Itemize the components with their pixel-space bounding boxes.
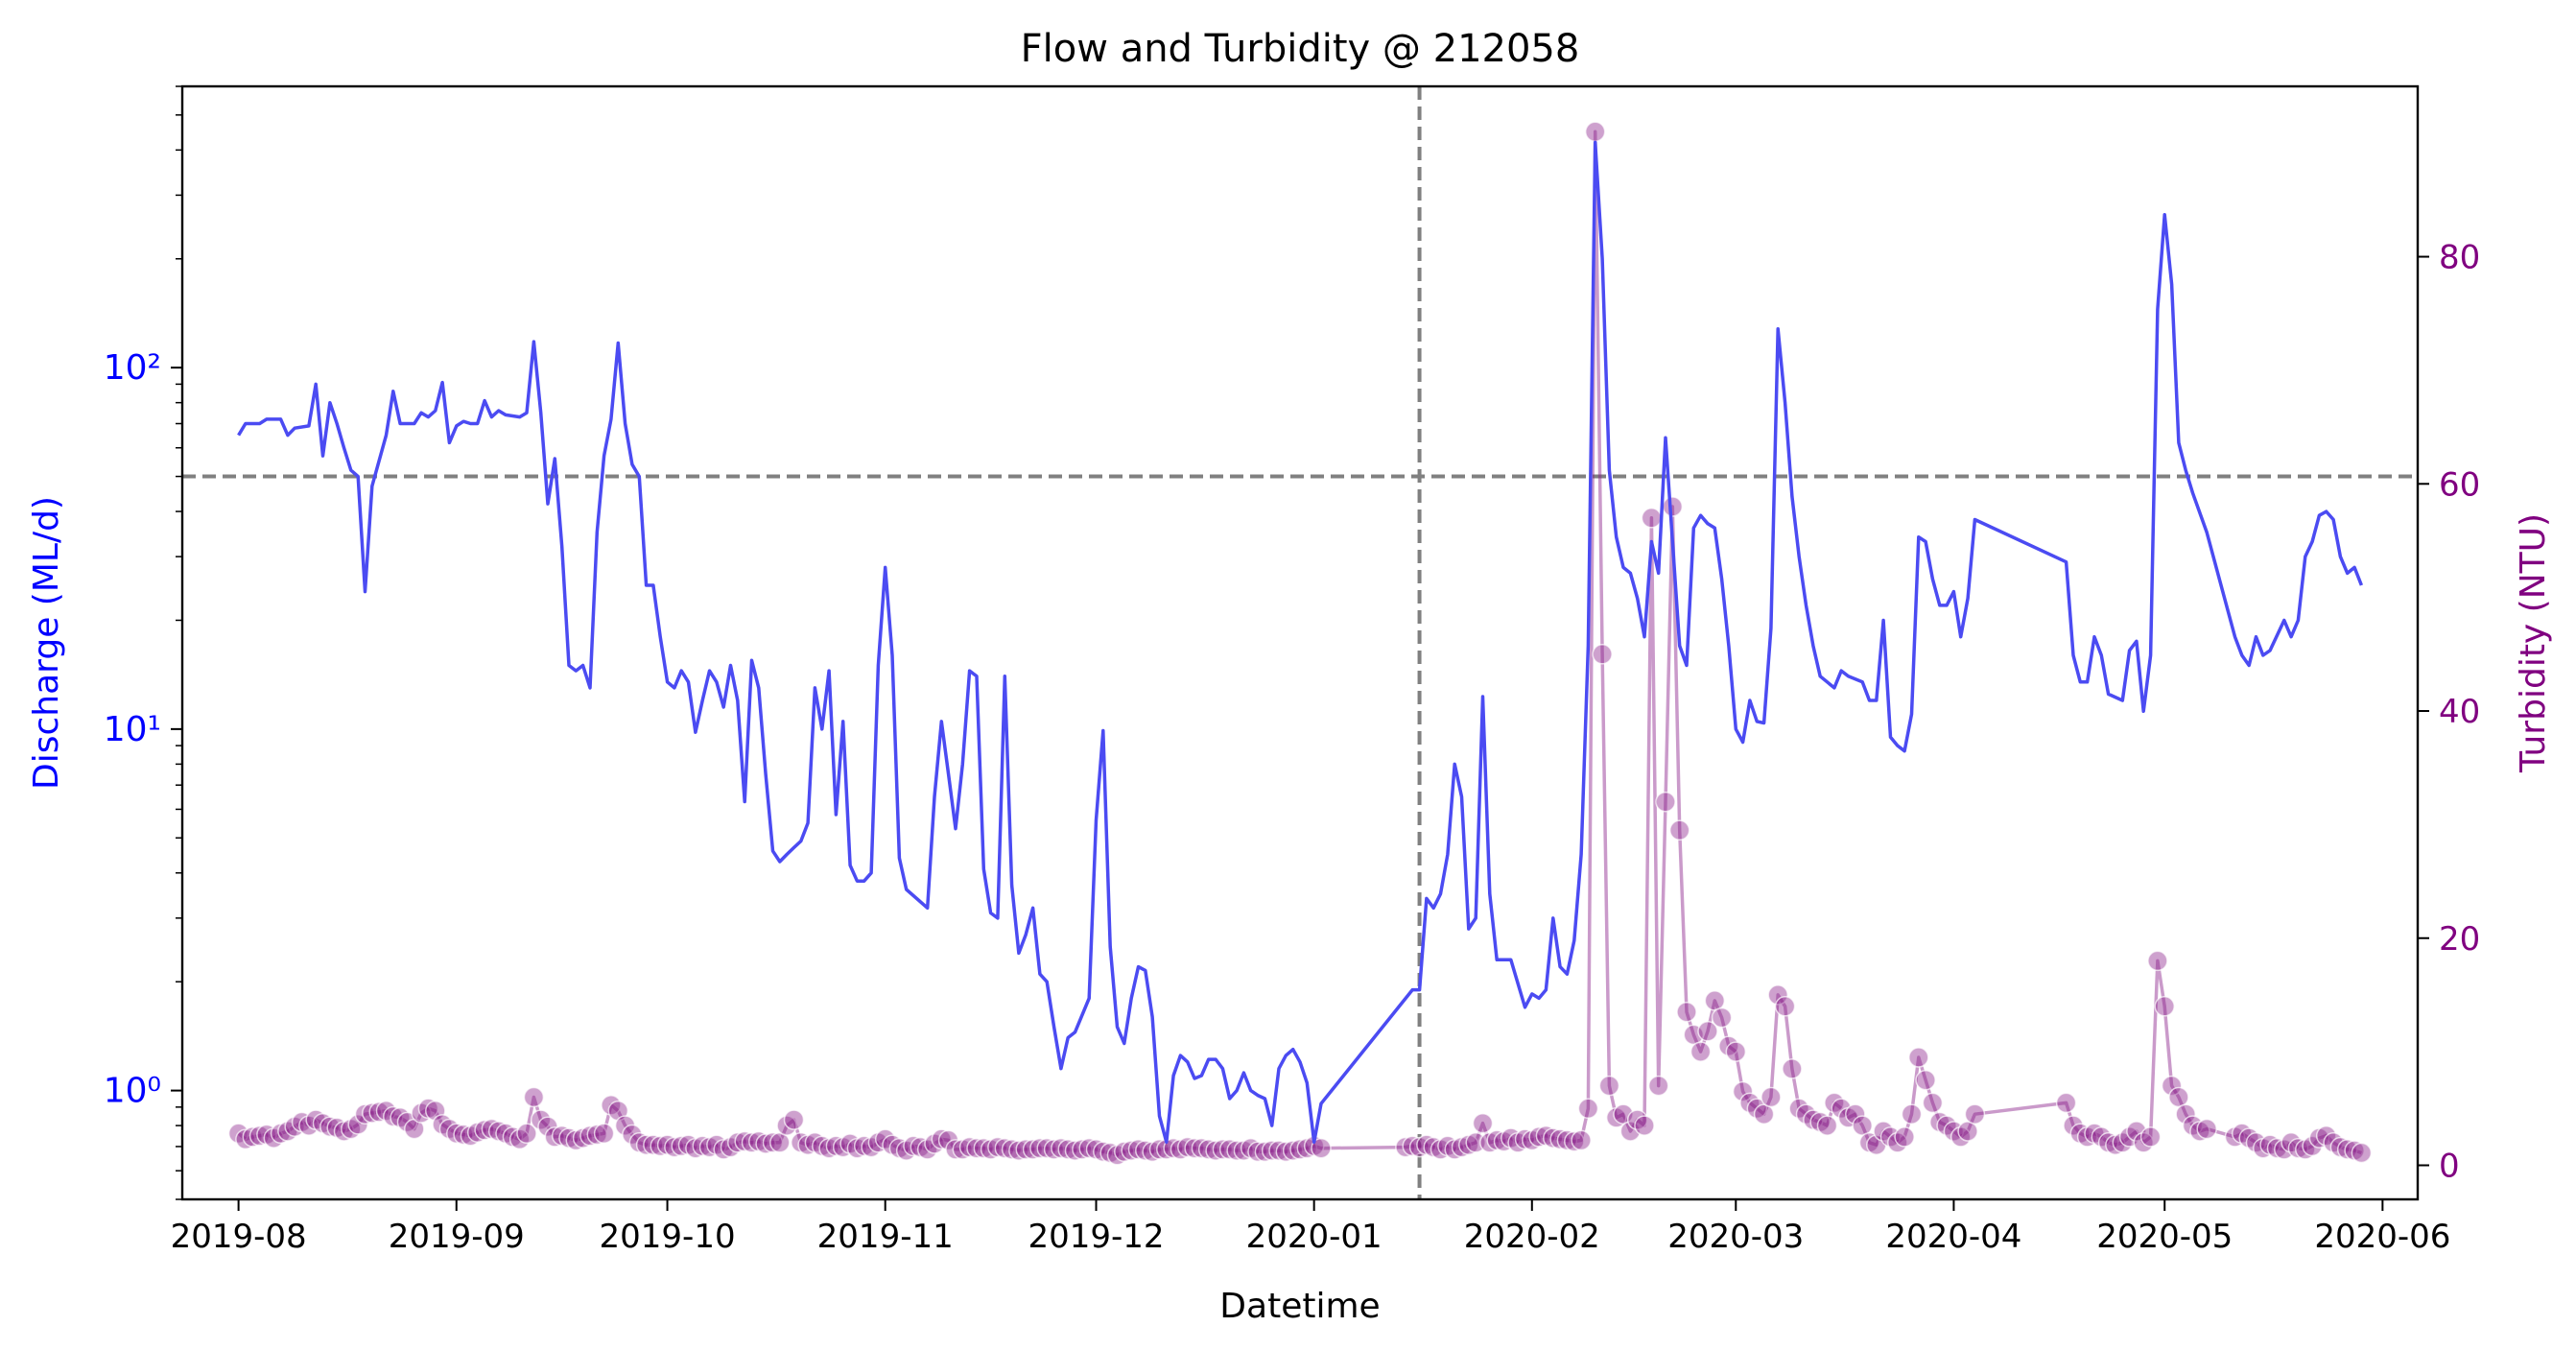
axes-layer: 2019-08 2019-09 2019-10 2019-11 2019-12 2020-… [104,85,2480,1256]
turbidity-point [523,1086,545,1108]
plot-frame [180,84,2420,1201]
turbidity-point [1072,1139,1093,1160]
x-tick-label: 2019-11 [817,1218,954,1256]
turbidity-point [1908,1047,1929,1068]
turbidity-point [1774,996,1796,1017]
turbidity-point [593,1123,615,1145]
turbidity-point [1732,1080,1754,1102]
y-right-tick-label: 60 [2439,465,2480,504]
turbidity-point [1915,1069,1936,1091]
turbidity-point [1655,791,1676,813]
x-tick-label: 2019-12 [1028,1218,1164,1256]
turbidity-point [1697,1021,1718,1042]
turbidity-point [1894,1126,1915,1148]
reference-lines [182,86,2418,1199]
turbidity-point [931,1128,953,1150]
turbidity-point [2055,1092,2077,1114]
discharge-series-line [237,140,2364,1145]
turbidity-point [1668,819,1690,841]
x-tick-label: 2020-04 [1885,1218,2021,1256]
turbidity-point [1057,1139,1078,1160]
y-left-tick-label: 10¹ [104,710,161,749]
turbidity-point [2161,1075,2183,1097]
x-axis-label: Datetime [1219,1287,1380,1326]
y-axis-right-label: Turbidity (NTU) [2514,513,2553,773]
turbidity-point [2302,1135,2323,1157]
y-right-tick-label: 40 [2439,693,2480,731]
turbidity-point [1311,1137,1332,1159]
x-tick-label: 2019-10 [600,1218,736,1256]
x-tick-label: 2020-02 [1464,1218,1600,1256]
turbidity-point [2154,996,2175,1017]
turbidity-point [1676,1001,1697,1023]
x-tick-label: 2019-09 [389,1218,525,1256]
turbidity-point [1767,984,1788,1006]
turbidity-point [586,1124,608,1146]
turbidity-point [1782,1058,1803,1079]
y-right-tick-label: 0 [2439,1147,2460,1185]
turbidity-point [1690,1041,1712,1062]
turbidity-point [1662,496,1684,517]
turbidity-point [727,1132,748,1153]
turbidity-markers [227,121,2373,1166]
turbidity-point [622,1124,643,1146]
x-tick-label: 2020-06 [2314,1218,2450,1256]
turbidity-point [1634,1115,1655,1136]
turbidity-point [1043,1139,1065,1160]
turbidity-point [1725,1041,1747,1062]
turbidity-point [1268,1140,1289,1161]
turbidity-point [1641,508,1663,529]
turbidity-point [734,1130,755,1152]
turbidity-point [1845,1103,1866,1125]
x-tick-label: 2020-01 [1246,1218,1383,1256]
turbidity-series-line [237,130,2362,1157]
turbidity-point [2196,1118,2217,1140]
turbidity-point [2063,1115,2084,1136]
turbidity-point [1901,1103,1923,1125]
y-right-tick-label: 20 [2439,920,2480,959]
series-layer [227,121,2373,1166]
turbidity-point [1036,1137,1057,1159]
turbidity-point [1761,1086,1782,1108]
turbidity-point [1592,644,1613,665]
turbidity-point [1197,1139,1219,1160]
turbidity-point [516,1123,537,1145]
x-tick-label: 2020-05 [2096,1218,2233,1256]
turbidity-point [1957,1121,1978,1142]
turbidity-point [1647,1075,1669,1097]
turbidity-point [1121,1140,1142,1161]
y-right-tick-label: 80 [2439,239,2480,277]
turbidity-point [2351,1142,2373,1164]
turbidity-point [1922,1092,1944,1114]
turbidity-point [2175,1103,2196,1125]
turbidity-point [1465,1132,1486,1153]
y-axis-left-label: Discharge (ML/d) [27,496,66,790]
y-left-tick-label: 10⁰ [104,1072,161,1111]
turbidity-point [1472,1112,1494,1134]
turbidity-point [347,1114,368,1135]
turbidity-point [1571,1129,1592,1151]
x-tick-label: 2019-08 [171,1218,307,1256]
turbidity-point [762,1132,784,1153]
turbidity-point [1577,1098,1599,1120]
turbidity-point [1598,1075,1620,1097]
turbidity-point [1964,1103,1986,1125]
y-left-tick-label: 10² [104,348,161,388]
turbidity-point [1584,121,1606,143]
x-tick-label: 2020-03 [1667,1218,1804,1256]
turbidity-point [1001,1139,1023,1160]
turbidity-point [1816,1115,1838,1136]
turbidity-point [643,1134,664,1155]
turbidity-point [1564,1130,1585,1152]
turbidity-point [2139,1126,2162,1148]
turbidity-point [2147,950,2168,972]
turbidity-point [1711,1007,1733,1029]
turbidity-point [783,1109,805,1130]
turbidity-point [1556,1129,1578,1151]
chart-title: Flow and Turbidity @ 212058 [1021,27,1580,71]
turbidity-point [1395,1136,1416,1158]
